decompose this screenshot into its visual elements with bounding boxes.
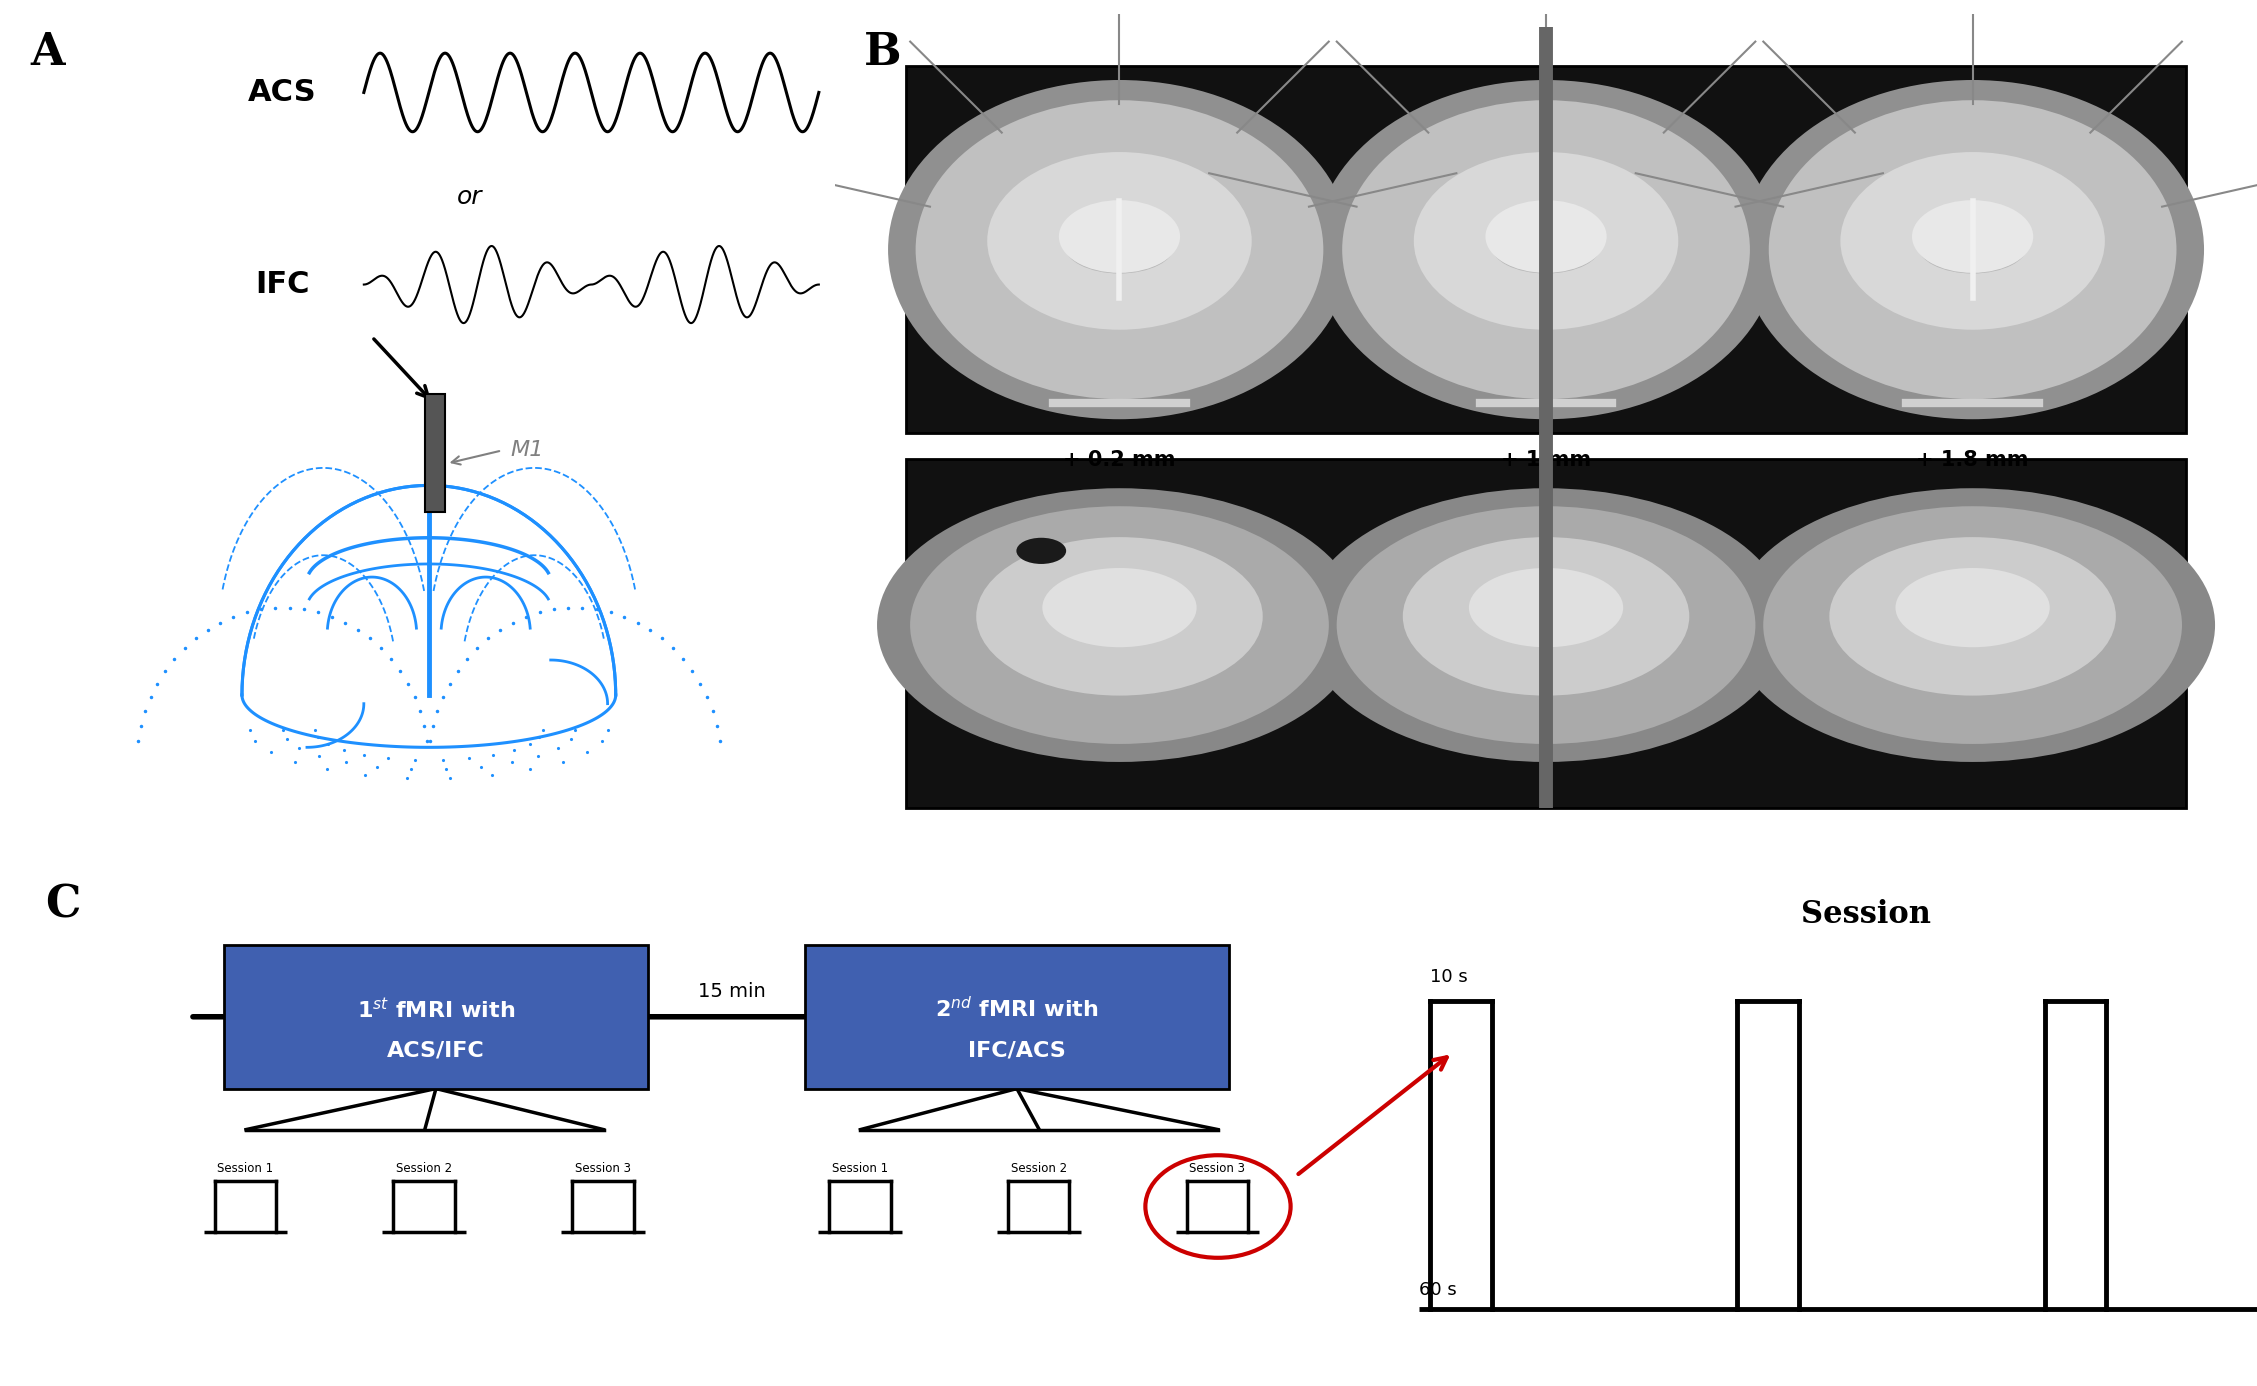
Text: IFC/ACS: IFC/ACS xyxy=(968,1040,1065,1060)
Text: Session 3: Session 3 xyxy=(576,1161,632,1175)
Ellipse shape xyxy=(1016,538,1065,564)
Text: Session 2: Session 2 xyxy=(1011,1161,1068,1175)
Text: B: B xyxy=(864,32,901,75)
Text: Session 3: Session 3 xyxy=(1189,1161,1246,1175)
Text: + 1.8 mm: + 1.8 mm xyxy=(1916,450,2029,470)
Bar xyxy=(223,945,648,1088)
Ellipse shape xyxy=(1492,218,1600,273)
Ellipse shape xyxy=(878,488,1361,762)
Ellipse shape xyxy=(910,506,1329,744)
Text: Session 1: Session 1 xyxy=(217,1161,273,1175)
Text: M1: M1 xyxy=(510,441,544,460)
Ellipse shape xyxy=(1043,568,1196,647)
Ellipse shape xyxy=(1343,100,1749,399)
Ellipse shape xyxy=(1314,80,1779,419)
Ellipse shape xyxy=(1305,488,1788,762)
Ellipse shape xyxy=(1763,506,2183,744)
Text: 1$^{st}$ fMRI with: 1$^{st}$ fMRI with xyxy=(357,997,515,1021)
Text: or: or xyxy=(456,186,483,209)
Text: ACS: ACS xyxy=(248,78,316,107)
Ellipse shape xyxy=(1839,152,2106,330)
Ellipse shape xyxy=(1413,152,1679,330)
Bar xyxy=(907,67,2185,432)
Text: Session 2: Session 2 xyxy=(397,1161,451,1175)
Bar xyxy=(424,394,445,511)
Ellipse shape xyxy=(1769,100,2176,399)
Bar xyxy=(803,945,1230,1088)
Text: A: A xyxy=(32,32,65,75)
Ellipse shape xyxy=(1731,488,2214,762)
Text: C: C xyxy=(45,883,81,926)
Ellipse shape xyxy=(1469,568,1623,647)
Text: IFC: IFC xyxy=(255,270,309,299)
Ellipse shape xyxy=(977,538,1262,696)
Ellipse shape xyxy=(1065,218,1174,273)
Text: ACS/IFC: ACS/IFC xyxy=(386,1040,485,1060)
Ellipse shape xyxy=(1740,80,2205,419)
Ellipse shape xyxy=(1404,538,1688,696)
Ellipse shape xyxy=(1912,200,2034,273)
Ellipse shape xyxy=(1918,218,2027,273)
Ellipse shape xyxy=(1896,568,2049,647)
Ellipse shape xyxy=(887,80,1352,419)
Ellipse shape xyxy=(1059,200,1180,273)
Text: + 1 mm: + 1 mm xyxy=(1501,450,1591,470)
Text: Session 1: Session 1 xyxy=(833,1161,887,1175)
Ellipse shape xyxy=(986,152,1253,330)
Ellipse shape xyxy=(916,100,1323,399)
Text: + 0.2 mm: + 0.2 mm xyxy=(1063,450,1176,470)
Text: Session: Session xyxy=(1801,898,1932,930)
Text: 60 s: 60 s xyxy=(1420,1281,1456,1299)
Bar xyxy=(907,459,2185,808)
Ellipse shape xyxy=(1336,506,1756,744)
Ellipse shape xyxy=(1830,538,2115,696)
Text: 15 min: 15 min xyxy=(697,983,765,1001)
Ellipse shape xyxy=(1485,200,1607,273)
Text: 10 s: 10 s xyxy=(1431,967,1467,985)
Text: 2$^{nd}$ fMRI with: 2$^{nd}$ fMRI with xyxy=(934,997,1099,1021)
